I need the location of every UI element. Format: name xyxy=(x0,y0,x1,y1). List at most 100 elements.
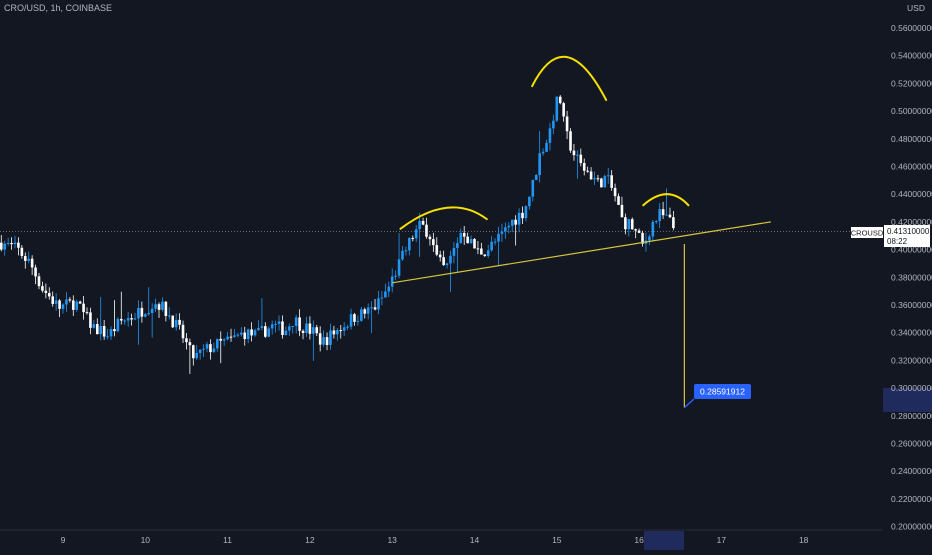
candle-up xyxy=(538,153,541,175)
candle-up xyxy=(271,324,274,328)
candle-up xyxy=(137,308,140,318)
candle-up xyxy=(381,297,384,298)
candle-up xyxy=(418,221,421,229)
candle-up xyxy=(604,176,607,187)
candle-up xyxy=(206,344,209,349)
candle-up xyxy=(350,314,353,327)
candle-up xyxy=(175,320,178,327)
price-tick-label: 0.34000000 xyxy=(891,328,932,338)
candle-down xyxy=(442,257,445,265)
candle-down xyxy=(21,248,24,256)
symbol-header: CRO/USD, 1h, COINBASE xyxy=(4,3,112,13)
candles-layer xyxy=(0,95,675,374)
candle-up xyxy=(62,305,65,309)
candle-down xyxy=(580,155,583,163)
head-arc xyxy=(532,57,606,100)
candle-up xyxy=(329,330,332,345)
candle-up xyxy=(655,221,658,222)
candle-up xyxy=(261,326,264,328)
candle-down xyxy=(130,318,133,319)
left-shoulder-arc xyxy=(400,207,486,228)
candle-up xyxy=(168,316,171,317)
candle-down xyxy=(72,300,75,309)
candle-up xyxy=(240,333,243,335)
candle-up xyxy=(99,326,102,334)
candle-up xyxy=(288,326,291,330)
candle-up xyxy=(278,321,281,323)
time-tick-label: 17 xyxy=(717,535,727,545)
price-tick-label: 0.28000000 xyxy=(891,411,932,421)
price-tick-label: 0.36000000 xyxy=(891,300,932,310)
candle-up xyxy=(391,277,394,287)
time-axis[interactable]: 9 10 11 12 13 14 15 16 17 18 xyxy=(0,530,883,550)
price-axis-unit: USD xyxy=(907,3,925,13)
price-tick-label: 0.46000000 xyxy=(891,162,932,172)
candle-up xyxy=(312,327,315,334)
candle-down xyxy=(559,97,562,103)
candle-up xyxy=(161,302,164,310)
price-tick-label: 0.54000000 xyxy=(891,51,932,61)
candle-up xyxy=(123,321,126,322)
price-tick-label: 0.26000000 xyxy=(891,439,932,449)
candle-up xyxy=(449,256,452,264)
candle-up xyxy=(487,250,490,256)
candle-up xyxy=(518,213,521,225)
candle-down xyxy=(165,302,168,316)
candle-down xyxy=(185,338,188,342)
candle-up xyxy=(377,298,380,309)
candle-down xyxy=(634,229,637,230)
candle-down xyxy=(333,330,336,334)
candle-down xyxy=(614,188,617,196)
candle-up xyxy=(652,222,655,237)
price-tick-label: 0.52000000 xyxy=(891,78,932,88)
candle-down xyxy=(45,291,48,293)
candle-down xyxy=(631,219,634,229)
candle-up xyxy=(504,227,507,231)
candle-up xyxy=(106,336,109,337)
candle-down xyxy=(281,321,284,335)
candle-down xyxy=(662,209,665,215)
time-tick-label: 9 xyxy=(61,535,66,545)
candle-up xyxy=(470,239,473,243)
candle-up xyxy=(528,197,531,206)
candle-up xyxy=(531,180,534,197)
candle-down xyxy=(610,175,613,188)
candle-down xyxy=(250,329,253,335)
candle-down xyxy=(624,217,627,229)
candle-up xyxy=(295,317,298,326)
candle-up xyxy=(127,318,130,320)
candle-up xyxy=(552,121,555,129)
candle-up xyxy=(7,243,10,244)
countdown-tag: 08:22 xyxy=(887,237,908,246)
candle-down xyxy=(319,333,322,344)
right-shoulder-arc xyxy=(643,194,688,205)
candle-down xyxy=(422,221,425,225)
candle-down xyxy=(477,248,480,249)
time-tick-label: 15 xyxy=(552,535,562,545)
price-tick-label: 0.48000000 xyxy=(891,134,932,144)
candle-down xyxy=(583,163,586,171)
candle-up xyxy=(144,314,147,316)
candle-down xyxy=(569,131,572,150)
candle-down xyxy=(113,329,116,331)
candle-up xyxy=(93,324,96,328)
candle-down xyxy=(600,178,603,187)
candle-up xyxy=(147,313,150,314)
candle-down xyxy=(473,239,476,248)
candle-down xyxy=(219,339,222,341)
candle-up xyxy=(336,330,339,334)
candle-down xyxy=(353,314,356,322)
price-axis[interactable]: USD 0.56000000 0.54000000 0.52000000 0.5000… xyxy=(883,0,932,532)
symbol-tag: CROUSD xyxy=(851,229,884,238)
candle-up xyxy=(408,238,411,250)
candle-up xyxy=(453,248,456,256)
candle-up xyxy=(360,309,363,321)
candle-down xyxy=(192,345,195,358)
candle-down xyxy=(182,325,185,339)
candle-down xyxy=(189,342,192,345)
candle-up xyxy=(401,251,404,260)
time-tick-label: 16 xyxy=(634,535,644,545)
candle-up xyxy=(27,259,30,261)
